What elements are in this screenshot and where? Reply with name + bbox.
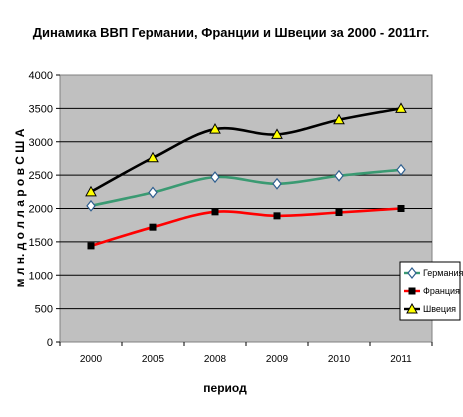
legend-label-2: Швеция — [423, 304, 456, 314]
series-1-point-1 — [149, 223, 157, 231]
y-axis-label: м л н. д о л л а р о в С Ш А — [13, 128, 27, 287]
y-tick-label-2000: 2000 — [29, 204, 53, 216]
y-tick-label-3000: 3000 — [29, 137, 53, 149]
series-0-point-0 — [86, 199, 96, 212]
y-tick-label-2500: 2500 — [29, 170, 53, 182]
series-0-point-2 — [210, 171, 220, 184]
legend-marker-2 — [406, 302, 418, 314]
y-tick-label-1500: 1500 — [29, 237, 53, 249]
legend-label-1: Франция — [423, 286, 460, 296]
x-tick-label-2010: 2010 — [328, 354, 351, 365]
y-tick-label-500: 500 — [35, 304, 53, 316]
legend: Германия Франция Швеция — [399, 261, 463, 321]
x-tick-label-2005: 2005 — [142, 354, 165, 365]
series-0-point-4 — [334, 169, 344, 182]
legend-marker-0 — [407, 267, 417, 279]
series-0-point-1 — [148, 186, 158, 199]
y-tick-label-1000: 1000 — [29, 270, 53, 282]
series-1-point-3 — [273, 212, 281, 220]
series-2-point-1 — [147, 151, 159, 163]
series-1-point-4 — [335, 209, 343, 217]
x-tick-label-2011: 2011 — [390, 354, 412, 365]
legend-marker-1 — [408, 287, 416, 295]
x-tick-label-2009: 2009 — [266, 354, 289, 365]
y-tick-label-3500: 3500 — [29, 103, 53, 115]
series-2-point-3 — [271, 128, 283, 139]
series-2-point-2 — [209, 123, 221, 134]
series-2-point-4 — [333, 113, 345, 125]
x-axis-ticks: 2000 2005 2008 2009 2010 2011 — [59, 342, 433, 365]
legend-label-0: Германия — [423, 268, 463, 278]
x-axis-label: период — [203, 381, 247, 395]
series-0-point-3 — [272, 177, 282, 190]
series-1-point-5 — [397, 205, 405, 212]
y-tick-label-4000: 4000 — [29, 70, 53, 82]
x-tick-label-2008: 2008 — [204, 354, 227, 365]
series-2-point-5 — [395, 102, 407, 113]
series-0-point-5 — [396, 163, 406, 176]
chart-title: Динамика ВВП Германии, Франции и Швеции … — [33, 25, 429, 40]
y-axis-ticks: 0 500 1000 1500 2000 2500 3000 3500 4000 — [29, 70, 60, 349]
y-tick-label-0: 0 — [47, 337, 53, 349]
series-lines — [85, 102, 407, 250]
series-1-point-2 — [211, 208, 219, 216]
x-tick-label-2000: 2000 — [80, 354, 103, 365]
series-1-point-0 — [87, 242, 95, 250]
series-2-point-0 — [85, 185, 97, 197]
